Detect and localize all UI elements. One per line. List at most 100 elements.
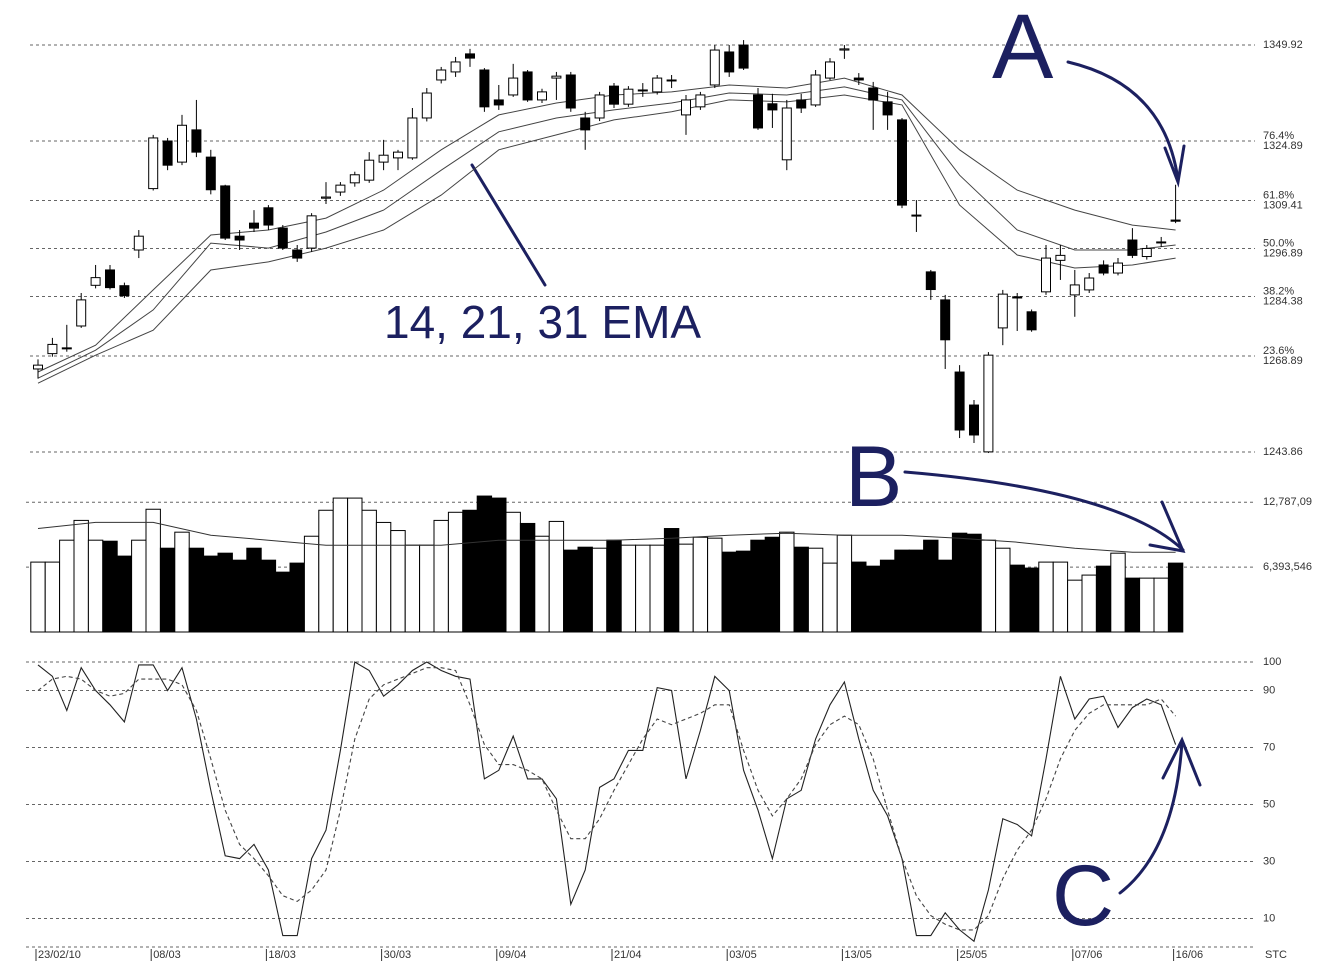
volume-bar: [663, 528, 680, 633]
candle-body: [1026, 311, 1037, 331]
candle-body: [33, 364, 43, 370]
candle-body: [594, 94, 605, 119]
volume-bar: [678, 543, 694, 633]
volume-bar: [390, 530, 406, 633]
volume-bar: [923, 539, 939, 633]
candle-body: [292, 249, 303, 259]
candle-body: [234, 235, 245, 241]
volume-bar: [332, 497, 349, 633]
volume-bar: [44, 561, 61, 633]
volume-bar: [1067, 579, 1083, 633]
candle-body: [1012, 296, 1023, 299]
volume-bar: [476, 495, 493, 633]
candle-body: [1041, 257, 1051, 293]
volume-bar: [822, 562, 838, 633]
x-tick-label: 09/04: [499, 949, 527, 961]
x-tick-label: 13/05: [844, 949, 872, 961]
volume-bar: [217, 552, 233, 633]
arrow-a: [1066, 60, 1180, 182]
volume-bar: [289, 562, 305, 633]
volume-bar: [635, 544, 651, 633]
ema-line: [37, 94, 1176, 384]
volume-bar: [303, 535, 320, 633]
x-tick-label: 30/03: [384, 949, 412, 961]
candle-body: [119, 285, 130, 297]
candle-body: [1170, 219, 1181, 222]
candle-body: [393, 151, 403, 159]
candle-body: [321, 196, 331, 199]
volume-bar: [735, 550, 752, 633]
candle-body: [306, 215, 317, 249]
y-tick-label: 50: [1263, 798, 1275, 810]
candle-body: [76, 299, 87, 327]
candle-body: [335, 184, 346, 193]
candle-body: [551, 75, 562, 79]
volume-bar: [865, 565, 881, 633]
volume-bar: [318, 509, 334, 633]
volume-bar: [1110, 552, 1126, 633]
candle-body: [753, 94, 763, 129]
candle-body: [508, 77, 519, 96]
candle-body: [925, 271, 936, 291]
volume-bar: [764, 536, 781, 633]
volume-bar: [404, 544, 421, 633]
arrow-a-head: [1163, 144, 1186, 188]
candle-body: [997, 293, 1008, 329]
volume-bar: [591, 547, 608, 633]
candle-body: [1113, 262, 1123, 274]
fib-label: 23.6%: [1263, 345, 1294, 357]
volume-bar: [447, 511, 464, 633]
candle-body: [781, 107, 792, 161]
volume-bar: [534, 535, 550, 633]
candle-body: [882, 101, 893, 116]
volume-bar: [59, 539, 75, 633]
volume-bar: [606, 539, 622, 633]
candle-body: [983, 354, 994, 453]
candle-body: [1141, 247, 1152, 258]
volume-bar: [231, 559, 248, 633]
candle-body: [421, 92, 432, 119]
y-axis-label: STC: [1265, 949, 1287, 961]
candle-body: [364, 159, 375, 181]
candle-body: [407, 117, 418, 159]
candle-body: [868, 87, 879, 101]
candle-body: [493, 99, 504, 106]
volume-bar: [73, 519, 89, 633]
y-tick-label: 100: [1263, 656, 1281, 668]
x-tick-label: 25/05: [960, 949, 988, 961]
candle-body: [709, 49, 720, 86]
candle-body: [450, 61, 461, 73]
volume-bar: [779, 531, 795, 633]
volume-bar: [937, 559, 953, 633]
x-tick-label: 03/05: [729, 949, 757, 961]
volume-bar: [1139, 577, 1155, 633]
candle-body: [1098, 264, 1109, 274]
annotation-b: B: [845, 429, 902, 525]
annotation-a: A: [992, 0, 1054, 98]
y-tick-label: 70: [1263, 741, 1275, 753]
ema-line: [37, 86, 1176, 379]
x-tick-label: 16/06: [1176, 949, 1204, 961]
fib-label: 61.8%: [1263, 189, 1294, 201]
y-tick-label: 90: [1263, 684, 1275, 696]
volume-bar: [649, 544, 665, 633]
volume-bar: [620, 544, 637, 633]
candle-body: [1069, 284, 1080, 296]
candle-body: [277, 227, 288, 249]
annotation-c: C: [1052, 848, 1114, 944]
volume-bar: [721, 551, 737, 633]
candle-body: [825, 61, 835, 79]
y-tick-label: 1349.92: [1263, 39, 1303, 51]
volume-bar: [548, 520, 565, 633]
volume-bar: [1095, 565, 1112, 633]
volume-bar: [750, 539, 766, 633]
candle-body: [853, 77, 864, 81]
candle-body: [1055, 254, 1066, 261]
y-tick-label: 6,393,546: [1263, 561, 1312, 573]
candle-body: [220, 185, 231, 239]
candle-body: [177, 124, 187, 163]
y-tick-label: 30: [1263, 855, 1275, 867]
volume-bar: [1052, 561, 1069, 633]
